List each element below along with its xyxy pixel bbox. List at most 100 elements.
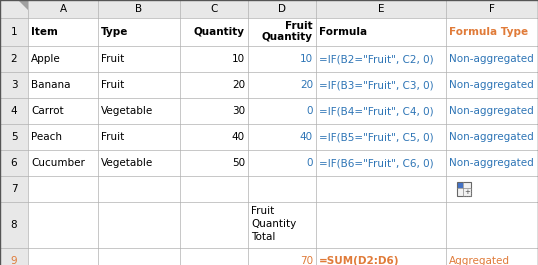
- Text: Carrot: Carrot: [31, 106, 63, 116]
- Bar: [248, 124, 316, 150]
- Text: Apple: Apple: [31, 54, 61, 64]
- Text: Item: Item: [31, 27, 58, 37]
- Bar: [248, 150, 316, 176]
- Bar: [180, 0, 248, 18]
- Bar: [0, 0, 28, 18]
- Bar: [316, 0, 446, 18]
- Text: =SUM(D2:D6): =SUM(D2:D6): [319, 257, 400, 265]
- Text: A: A: [59, 4, 67, 14]
- Text: Aggregated: Aggregated: [449, 257, 510, 265]
- Bar: [180, 124, 248, 150]
- Text: 50: 50: [232, 158, 245, 168]
- Bar: [0, 18, 28, 46]
- Bar: [180, 46, 248, 72]
- Bar: [28, 202, 98, 248]
- Text: B: B: [136, 4, 143, 14]
- Text: 20: 20: [232, 80, 245, 90]
- Text: C: C: [210, 4, 218, 14]
- Text: Banana: Banana: [31, 80, 70, 90]
- Text: 20: 20: [300, 80, 313, 90]
- Bar: [316, 124, 446, 150]
- Text: 0: 0: [307, 158, 313, 168]
- Text: 10: 10: [300, 54, 313, 64]
- Bar: [0, 176, 28, 202]
- Text: Fruit: Fruit: [285, 21, 313, 31]
- Bar: [28, 18, 98, 46]
- Text: 6: 6: [11, 158, 17, 168]
- Bar: [28, 98, 98, 124]
- Bar: [28, 0, 98, 18]
- Bar: [0, 248, 28, 265]
- Bar: [28, 124, 98, 150]
- Text: F: F: [489, 4, 495, 14]
- Bar: [316, 176, 446, 202]
- Text: 70: 70: [300, 257, 313, 265]
- Text: +: +: [464, 189, 470, 195]
- Text: Formula Type: Formula Type: [449, 27, 528, 37]
- Bar: [98, 248, 180, 265]
- Bar: [446, 176, 538, 202]
- Text: 9: 9: [11, 257, 17, 265]
- Bar: [248, 0, 316, 18]
- Text: Non-aggregated: Non-aggregated: [449, 80, 534, 90]
- Bar: [0, 202, 28, 248]
- Text: 4: 4: [11, 106, 17, 116]
- Bar: [248, 202, 316, 248]
- Bar: [316, 202, 446, 248]
- Bar: [180, 176, 248, 202]
- Text: Cucumber: Cucumber: [31, 158, 85, 168]
- Bar: [248, 248, 316, 265]
- Bar: [98, 18, 180, 46]
- Bar: [98, 202, 180, 248]
- Bar: [180, 98, 248, 124]
- Bar: [458, 183, 463, 188]
- Text: Quantity: Quantity: [251, 219, 296, 229]
- Text: 30: 30: [232, 106, 245, 116]
- Bar: [0, 150, 28, 176]
- Bar: [0, 98, 28, 124]
- Text: 3: 3: [11, 80, 17, 90]
- Bar: [248, 46, 316, 72]
- Bar: [0, 124, 28, 150]
- Polygon shape: [18, 0, 28, 10]
- Bar: [98, 176, 180, 202]
- Bar: [98, 0, 180, 18]
- Bar: [248, 98, 316, 124]
- Text: Vegetable: Vegetable: [101, 106, 153, 116]
- Text: 0: 0: [307, 106, 313, 116]
- Text: Fruit: Fruit: [251, 206, 274, 216]
- Bar: [28, 150, 98, 176]
- Text: =IF(B4="Fruit", C4, 0): =IF(B4="Fruit", C4, 0): [319, 106, 434, 116]
- Bar: [98, 124, 180, 150]
- Bar: [446, 18, 538, 46]
- Text: E: E: [378, 4, 384, 14]
- Text: Fruit: Fruit: [101, 54, 124, 64]
- Text: Non-aggregated: Non-aggregated: [449, 54, 534, 64]
- Text: 40: 40: [232, 132, 245, 142]
- Text: Non-aggregated: Non-aggregated: [449, 158, 534, 168]
- Text: 2: 2: [11, 54, 17, 64]
- Bar: [457, 182, 471, 196]
- Bar: [248, 176, 316, 202]
- Text: 8: 8: [11, 220, 17, 230]
- Bar: [98, 46, 180, 72]
- Text: Fruit: Fruit: [101, 132, 124, 142]
- Bar: [28, 176, 98, 202]
- Text: Non-aggregated: Non-aggregated: [449, 106, 534, 116]
- Text: Fruit: Fruit: [101, 80, 124, 90]
- Bar: [316, 98, 446, 124]
- Text: Non-aggregated: Non-aggregated: [449, 132, 534, 142]
- Bar: [316, 150, 446, 176]
- Text: Quantity: Quantity: [262, 32, 313, 42]
- Text: Formula: Formula: [319, 27, 367, 37]
- Bar: [180, 150, 248, 176]
- Bar: [316, 248, 446, 265]
- Text: D: D: [278, 4, 286, 14]
- Bar: [98, 150, 180, 176]
- Bar: [446, 150, 538, 176]
- Bar: [180, 72, 248, 98]
- Bar: [446, 248, 538, 265]
- Bar: [316, 72, 446, 98]
- Bar: [446, 0, 538, 18]
- Bar: [98, 98, 180, 124]
